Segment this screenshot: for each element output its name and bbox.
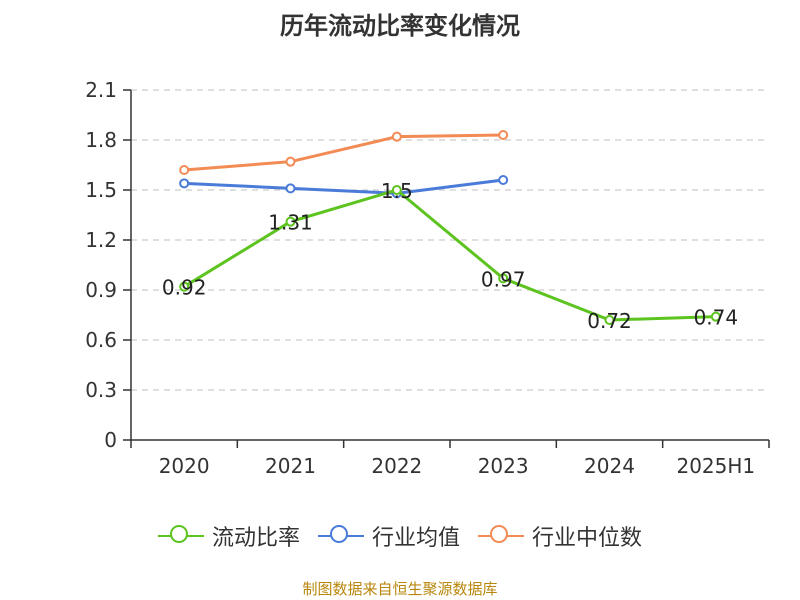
data-point: [285, 156, 296, 167]
y-tick-label: 0.9: [85, 278, 117, 302]
x-tick-label: 2022: [371, 454, 422, 478]
legend-label: 行业均值: [371, 526, 460, 551]
data-point: [710, 311, 721, 322]
series-line: [183, 188, 716, 322]
data-label: 0.74: [694, 306, 739, 330]
y-tick-label: 1.5: [85, 178, 117, 202]
y-tick-label: 0.6: [85, 328, 117, 352]
x-tick-label: 2020: [159, 454, 210, 478]
y-tick-label: 1.8: [85, 128, 117, 152]
legend-swatch-icon: [317, 524, 364, 548]
x-tick-label: 2025H1: [676, 454, 755, 478]
x-tick-label: 2024: [584, 454, 635, 478]
data-point: [498, 175, 509, 185]
legend-label: 流动比率: [211, 526, 300, 551]
x-tick-label: 2021: [265, 454, 316, 478]
y-tick-label: 1.2: [85, 228, 117, 252]
data-point: [285, 183, 296, 194]
y-tick-label: 0: [104, 428, 117, 452]
legend-item-industry-median[interactable]: 行业中位数: [478, 520, 642, 552]
legend-item-current-ratio[interactable]: 流动比率: [157, 520, 300, 552]
data-label: 0.97: [481, 267, 526, 291]
data-point: [179, 281, 190, 292]
data-point: [498, 273, 509, 284]
legend: 流动比率 行业均值 行业中位数: [0, 520, 800, 552]
y-tick-label: 0.3: [85, 378, 117, 402]
data-point: [179, 165, 190, 175]
chart-title: 历年流动比率变化情况: [280, 12, 520, 40]
x-tick-label: 2023: [478, 454, 529, 478]
data-point: [604, 315, 615, 325]
data-point: [498, 130, 509, 140]
series-line: [184, 133, 504, 172]
data-point: [179, 178, 190, 189]
legend-label: 行业中位数: [532, 526, 643, 551]
y-tick-label: 2.1: [85, 78, 117, 102]
data-point: [391, 131, 402, 142]
data-label: 0.72: [587, 309, 632, 333]
legend-swatch-icon: [478, 524, 524, 548]
data-label: 0.92: [162, 276, 207, 300]
data-label: 1.31: [268, 211, 313, 235]
data-label: 1.5: [381, 179, 413, 203]
source-note: 制图数据来自恒生聚源数据库: [302, 580, 498, 598]
series-line: [184, 178, 504, 195]
data-point: [391, 185, 402, 195]
legend-swatch-icon: [157, 524, 204, 548]
data-point: [285, 216, 296, 227]
legend-item-industry-mean[interactable]: 行业均值: [317, 520, 460, 552]
